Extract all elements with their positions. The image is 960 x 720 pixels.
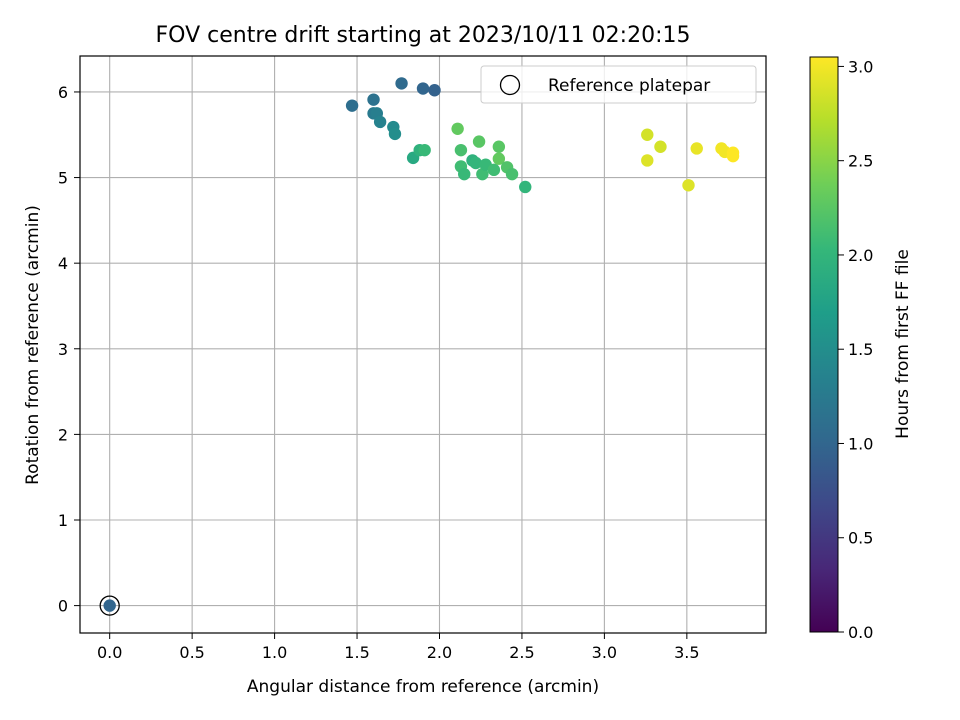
y-tick-label: 3	[58, 340, 68, 359]
legend-marker	[499, 74, 521, 96]
x-axis-label: Angular distance from reference (arcmin)	[247, 677, 599, 697]
y-tick-label: 0	[58, 597, 68, 616]
data-point	[418, 143, 431, 157]
x-tick-label: 3.5	[674, 643, 699, 662]
data-point	[492, 140, 506, 153]
colorbar-tick-label: 0.5	[848, 529, 873, 548]
legend: Reference platepar	[480, 65, 757, 104]
y-axis-label: Rotation from reference (arcmin)	[23, 205, 43, 485]
x-tick-label: 1.5	[344, 643, 369, 662]
data-point	[641, 154, 654, 167]
data-point	[476, 167, 489, 181]
plot-frame	[79, 55, 767, 634]
colorbar-tick-label: 2.0	[848, 246, 873, 265]
y-tick-label: 6	[58, 83, 68, 102]
x-tick-label: 2.0	[427, 643, 452, 662]
data-point	[519, 180, 532, 194]
colorbar-label: Hours from first FF file	[893, 249, 913, 439]
data-point	[428, 84, 441, 97]
y-tick-label: 2	[58, 425, 68, 444]
grid-lines	[80, 56, 766, 633]
data-point	[726, 149, 740, 163]
x-tick-label: 3.0	[592, 643, 617, 662]
data-point	[487, 163, 501, 177]
legend-label-reference-platepar: Reference platepar	[548, 76, 710, 96]
colorbar-tick-label: 1.0	[848, 434, 873, 453]
y-tick-label: 4	[58, 254, 68, 273]
colorbar-tick-label: 0.0	[848, 623, 873, 642]
data-point	[505, 167, 519, 181]
y-tick-label: 1	[58, 511, 68, 530]
data-point	[469, 156, 482, 170]
legend-box	[480, 65, 757, 104]
y-tick-label: 5	[58, 169, 68, 188]
data-point	[388, 127, 402, 141]
data-point	[395, 77, 408, 90]
data-point	[451, 122, 464, 135]
data-point	[654, 140, 667, 153]
data-point	[641, 128, 654, 141]
data-point	[492, 152, 506, 165]
chart-title: FOV centre drift starting at 2023/10/11 …	[156, 23, 691, 48]
data-point	[690, 142, 703, 155]
x-tick-label: 1.0	[262, 643, 287, 662]
x-tick-label: 0.0	[97, 643, 122, 662]
data-points	[99, 77, 740, 616]
data-point	[373, 115, 387, 129]
reference-platepar-marker	[99, 595, 120, 616]
data-point	[416, 82, 430, 95]
data-point	[458, 167, 471, 181]
data-point	[472, 135, 486, 148]
x-tick-label: 2.5	[509, 643, 534, 662]
reference-data-point	[103, 599, 116, 612]
data-point	[345, 99, 359, 112]
colorbar	[809, 56, 839, 633]
colorbar-tick-label: 1.5	[848, 340, 873, 359]
data-point	[367, 93, 380, 106]
axis-ticks: 0.0 0.5 1.0 1.5 2.0 2.5 3.0 3.5 0 1 2 3 4 5 6	[58, 83, 700, 662]
data-point	[454, 143, 468, 157]
colorbar-ticks: 0.0 0.5 1.0 1.5 2.0 2.5 3.0	[838, 57, 873, 642]
colorbar-tick-label: 3.0	[848, 57, 873, 76]
data-point	[682, 179, 695, 192]
colorbar-tick-label: 2.5	[848, 152, 873, 171]
x-tick-label: 0.5	[179, 643, 204, 662]
